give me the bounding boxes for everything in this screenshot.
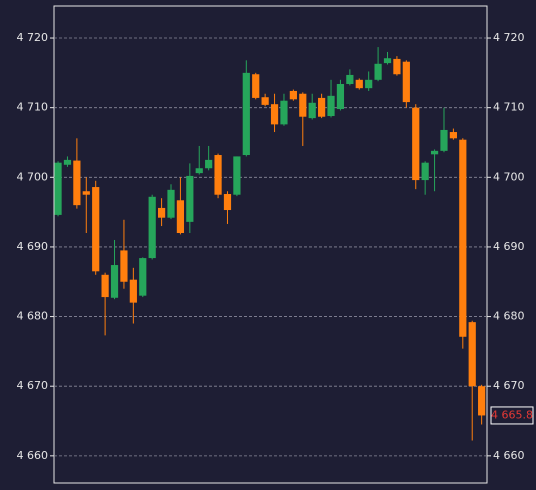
y2-tick-label: 4 660 bbox=[493, 449, 525, 462]
y-tick-label: 4 700 bbox=[17, 170, 49, 183]
y-tick-label: 4 660 bbox=[17, 449, 49, 462]
y2-tick-label: 4 680 bbox=[493, 310, 525, 323]
last-price-box bbox=[490, 406, 534, 425]
candle-body bbox=[478, 386, 486, 416]
y-tick-label: 4 670 bbox=[17, 379, 49, 392]
candle-body bbox=[157, 207, 166, 218]
candle-body bbox=[205, 159, 213, 169]
y-tick-label: 4 690 bbox=[17, 240, 49, 253]
candle-body bbox=[412, 107, 420, 181]
candle-body bbox=[402, 61, 410, 103]
y2-tick-label: 4 690 bbox=[493, 240, 525, 253]
candle-body bbox=[468, 322, 476, 387]
candle-body bbox=[261, 97, 269, 105]
candle-body bbox=[82, 191, 90, 195]
candle-body bbox=[148, 196, 156, 259]
candle-body bbox=[54, 162, 62, 215]
y2-tick-label: 4 720 bbox=[493, 31, 525, 44]
candle-body bbox=[129, 279, 137, 303]
candle-body bbox=[430, 150, 439, 155]
candle-body bbox=[101, 274, 109, 298]
candle-body bbox=[186, 175, 194, 222]
y2-tick-label: 4 700 bbox=[493, 170, 525, 183]
candle-body bbox=[252, 74, 260, 98]
candle-body bbox=[270, 104, 279, 125]
plot-frame bbox=[53, 5, 488, 484]
candle-body bbox=[289, 90, 297, 100]
candle-body bbox=[280, 100, 288, 125]
candle-body bbox=[383, 58, 392, 64]
candle-body bbox=[374, 63, 382, 80]
candle-body bbox=[63, 159, 72, 165]
candle-body bbox=[346, 74, 354, 84]
candle-body bbox=[92, 187, 100, 272]
candle-body bbox=[308, 102, 316, 119]
candle-body bbox=[327, 95, 335, 117]
y2-tick-label: 4 670 bbox=[493, 379, 525, 392]
y-tick-label: 4 710 bbox=[17, 101, 49, 114]
candle-body bbox=[459, 139, 467, 337]
y-tick-label: 4 720 bbox=[17, 31, 49, 44]
candle-body bbox=[421, 162, 429, 181]
candle-body bbox=[318, 97, 326, 117]
candle-body bbox=[214, 155, 222, 195]
last-price-label: 4 665.8 bbox=[491, 408, 533, 421]
y-tick-label: 4 680 bbox=[17, 310, 49, 323]
candle-body bbox=[120, 250, 128, 282]
candle-body bbox=[440, 129, 448, 151]
candle-body bbox=[299, 93, 307, 117]
candle-body bbox=[233, 156, 241, 195]
candle-body bbox=[242, 72, 250, 156]
y2-tick-label: 4 710 bbox=[493, 101, 525, 114]
candle-body bbox=[393, 58, 401, 75]
candle-body bbox=[176, 200, 185, 234]
candle-body bbox=[167, 189, 175, 218]
candle-body bbox=[223, 194, 232, 211]
candle-body bbox=[73, 160, 81, 206]
candle-body bbox=[139, 258, 147, 296]
candle-body bbox=[449, 132, 457, 139]
candle-body bbox=[336, 83, 345, 110]
candle-body bbox=[365, 79, 373, 89]
candle-body bbox=[355, 79, 363, 89]
candle-body bbox=[195, 168, 203, 174]
candle-body bbox=[110, 265, 119, 298]
